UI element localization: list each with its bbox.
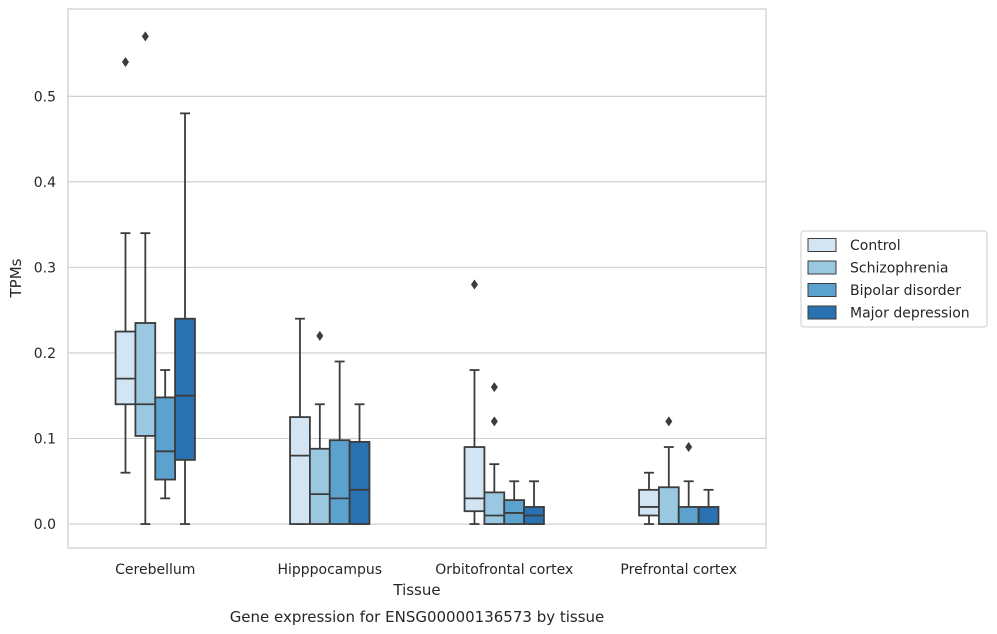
outlier-point — [490, 416, 498, 427]
y-tick-label: 0.2 — [34, 346, 56, 362]
legend-frame — [800, 230, 988, 328]
outlier-point — [490, 382, 498, 393]
y-tick-label: 0.0 — [34, 517, 56, 533]
box-group — [523, 480, 545, 525]
x-tick-label: Prefrontal cortex — [620, 562, 737, 578]
y-tick-label: 0.4 — [34, 175, 56, 191]
box-iqr — [658, 486, 680, 525]
outlier-point — [665, 416, 673, 427]
box-iqr — [697, 506, 720, 525]
box-iqr — [348, 441, 371, 525]
box-group — [483, 382, 506, 525]
box-group — [697, 488, 720, 525]
legend: Control Schizophrenia Bipolar disorder Majo… — [800, 230, 988, 328]
box-iqr — [154, 396, 176, 481]
box-group — [348, 403, 371, 525]
box-group — [309, 330, 331, 525]
x-tick-label: Cerebellum — [115, 562, 195, 578]
y-tick-label: 0.1 — [34, 431, 56, 447]
box-group — [328, 360, 351, 525]
box-iqr — [677, 506, 700, 525]
box-iqr — [328, 439, 351, 525]
y-tick-label: 0.3 — [34, 260, 56, 276]
box-iqr — [289, 416, 311, 525]
legend-swatch — [807, 283, 837, 297]
box-group — [114, 57, 137, 474]
box-group — [463, 279, 486, 525]
box-iqr — [483, 491, 506, 525]
box-group — [658, 416, 680, 525]
legend-swatch — [807, 305, 837, 320]
box-iqr — [463, 446, 486, 513]
plot-area-frame — [67, 8, 767, 549]
outlier-point — [470, 279, 478, 290]
x-tick-label: Orbitofrontal cortex — [435, 562, 573, 578]
box-iqr — [174, 317, 196, 461]
legend-label: Major depression — [850, 306, 970, 322]
outlier-point — [121, 57, 129, 68]
legend-label: Bipolar disorder — [850, 283, 961, 299]
box-group — [638, 471, 660, 525]
box-group — [503, 480, 525, 525]
outlier-point — [685, 442, 693, 453]
legend-swatch — [807, 238, 837, 252]
box-iqr — [309, 447, 331, 525]
box-iqr — [134, 322, 157, 437]
x-axis-label: Tissue — [392, 581, 440, 599]
box-group — [154, 369, 176, 500]
box-group — [289, 317, 311, 525]
y-axis-tick-labels: 0.0 0.1 0.2 0.3 0.4 0.5 — [34, 89, 56, 533]
outlier-point — [141, 31, 149, 42]
y-tick-label: 0.5 — [34, 89, 56, 105]
legend-swatch — [807, 260, 837, 275]
y-axis-label: TPMs — [7, 258, 25, 298]
boxes — [114, 31, 720, 525]
box-iqr — [638, 488, 660, 517]
box-group — [677, 442, 700, 525]
chart-caption: Gene expression for ENSG00000136573 by t… — [230, 608, 605, 626]
box-iqr — [114, 330, 137, 406]
legend-label: Schizophrenia — [850, 261, 948, 277]
x-axis-tick-labels: Cerebellum Hipppocampus Orbitofrontal cort… — [115, 562, 737, 578]
box-group — [134, 31, 157, 525]
legend-label: Control — [850, 238, 901, 254]
outlier-point — [316, 330, 324, 341]
x-tick-label: Hipppocampus — [277, 562, 382, 578]
box-group — [174, 112, 196, 525]
